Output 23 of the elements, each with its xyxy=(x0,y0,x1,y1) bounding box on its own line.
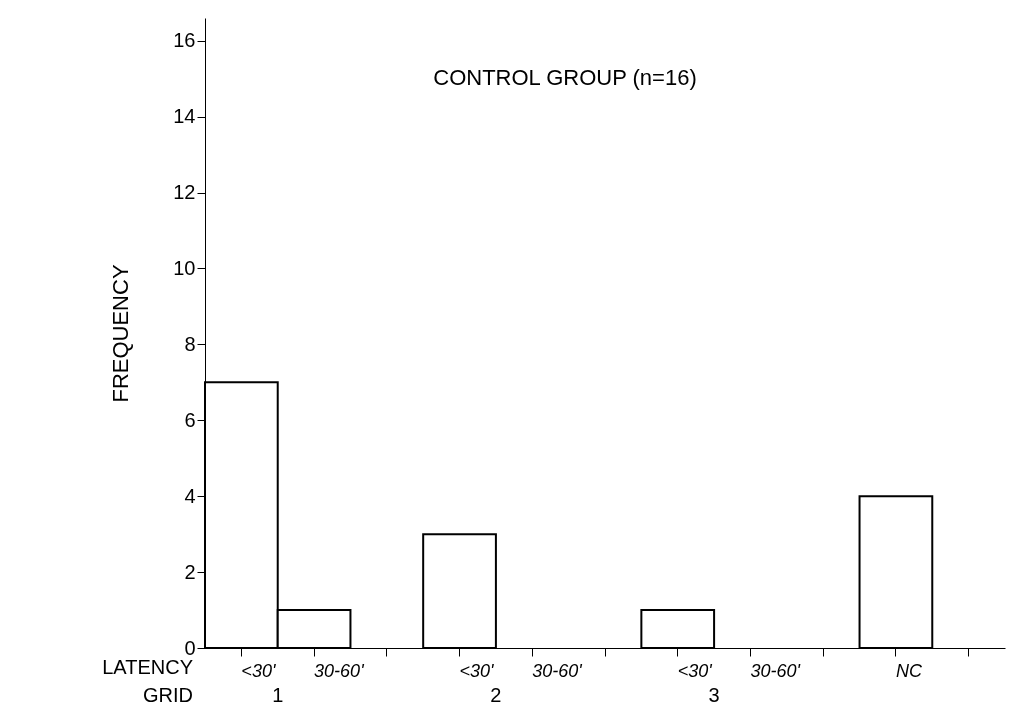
x-tick-label: <30' xyxy=(241,660,276,681)
text: 2 xyxy=(490,684,502,706)
y-tick-label: 8 xyxy=(184,332,196,355)
y-tick-label: 2 xyxy=(184,560,196,583)
x-tick-label: 30-60' xyxy=(532,660,583,681)
y-tick-label: 0 xyxy=(184,636,196,659)
text: 3 xyxy=(708,684,720,706)
y-axis-title: FREQUENCY xyxy=(108,264,134,403)
text: GRID xyxy=(143,684,193,706)
y-tick-label: 12 xyxy=(173,181,196,204)
y-tick-label: 10 xyxy=(173,256,196,279)
y-tick-label: 6 xyxy=(184,408,196,431)
y-tick-label: 16 xyxy=(173,29,196,52)
text: 1 xyxy=(272,684,284,706)
x-axis-title: LATENCY xyxy=(102,656,193,678)
text: CONTROL GROUP (n=16) xyxy=(433,65,697,90)
x-tick-label: 30-60' xyxy=(750,660,801,681)
x-tick-label: <30' xyxy=(459,660,495,681)
x-tick-label: NC xyxy=(895,660,923,681)
y-tick-label: 4 xyxy=(184,484,196,507)
x-tick-label: <30' xyxy=(677,660,713,681)
x-tick-label: 30-60' xyxy=(314,660,365,681)
y-tick-label: 14 xyxy=(173,105,196,128)
